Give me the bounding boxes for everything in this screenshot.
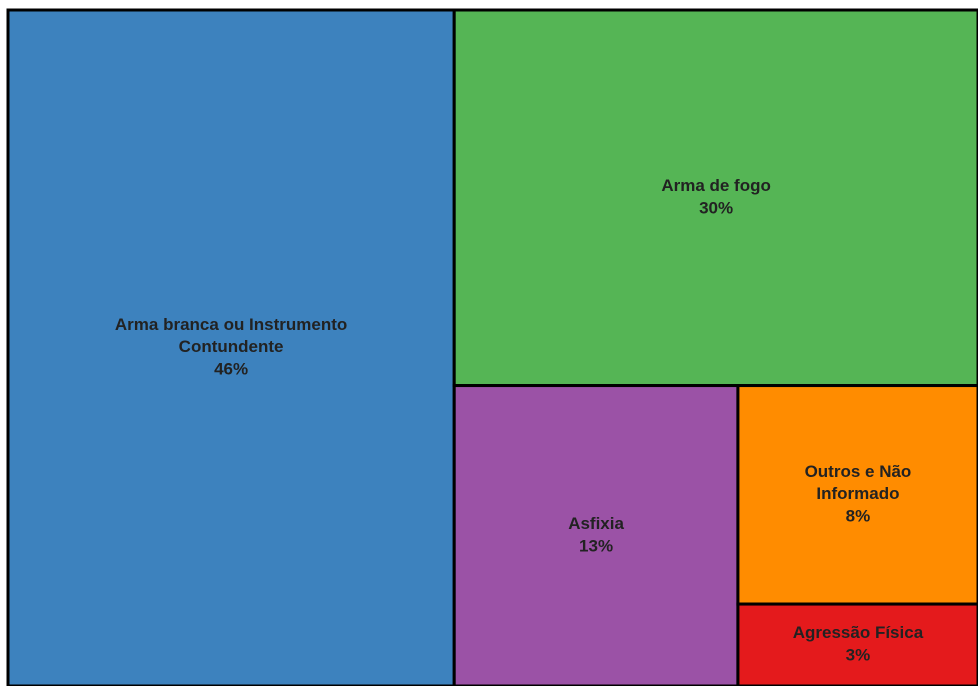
- treemap-cell: [6, 8, 456, 686]
- treemap-cell: [452, 8, 978, 388]
- value-label: 8%: [846, 506, 871, 525]
- cell-label: Outros e Não Informado: [805, 462, 912, 503]
- value-label: 3%: [846, 646, 871, 665]
- treemap-cell: [452, 384, 740, 686]
- cell-label: Asfixia: [568, 514, 624, 533]
- cell-label: Arma de fogo: [661, 176, 771, 195]
- treemap-cell: [736, 384, 978, 606]
- value-label: 30%: [699, 198, 733, 217]
- value-label: 46%: [214, 359, 248, 378]
- cell-label: Agressão Física: [793, 624, 924, 643]
- treemap-cell: [736, 602, 978, 686]
- cell-label: Arma branca ou Instrumento Contundente: [115, 315, 347, 356]
- value-label: 13%: [579, 536, 613, 555]
